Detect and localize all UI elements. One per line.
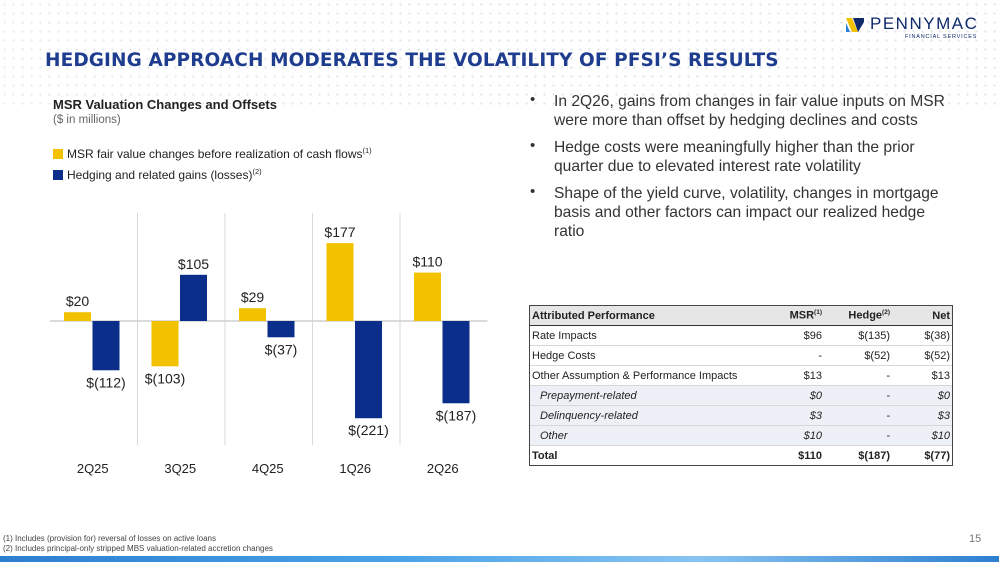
data-label: $29 <box>241 289 265 305</box>
bar-msr-4Q25 <box>239 308 266 321</box>
legend-footnote-ref: (2) <box>252 167 262 176</box>
pennymac-logo: PENNYMAC FINANCIAL SERVICES <box>846 14 986 40</box>
cell-msr: - <box>765 345 825 366</box>
page-number: 15 <box>969 533 982 545</box>
header-hedge: Hedge(2) <box>825 305 893 326</box>
bar-hedging-2Q26 <box>442 321 470 404</box>
legend-swatch-navy <box>53 170 63 180</box>
header-msr: MSR(1) <box>765 305 825 326</box>
legend-footnote-ref: (1) <box>362 146 372 155</box>
legend-label: MSR fair value changes before realizatio… <box>67 147 363 161</box>
legend-swatch-gold <box>53 149 63 159</box>
data-label: $(103) <box>145 370 185 386</box>
table-row: Hedge Costs - $(52) $(52) <box>529 345 953 366</box>
footer-accent-bar <box>0 556 999 562</box>
msr-valuation-bar-chart: $20 $(112) 2Q25 $(103) $105 3Q25 $29 $(37) 4Q25 $… <box>50 213 488 476</box>
data-label: $(37) <box>265 341 298 357</box>
bullet-point: In 2Q26, gains from changes in fair valu… <box>530 91 950 130</box>
attributed-performance-table: Attributed Performance MSR(1) Hedge(2) N… <box>529 305 953 466</box>
table-row-subitem: Other $10 - $10 <box>529 425 953 446</box>
cell-msr: $10 <box>765 425 825 446</box>
cell-msr: $13 <box>765 365 825 386</box>
bar-hedging-1Q26 <box>355 321 382 419</box>
data-label: $(187) <box>436 407 476 423</box>
bar-msr-2Q26 <box>414 272 441 321</box>
bar-msr-1Q26 <box>326 243 354 321</box>
table-header-row: Attributed Performance MSR(1) Hedge(2) N… <box>529 305 953 326</box>
category-label: 4Q25 <box>252 461 284 476</box>
row-label: Other <box>529 425 765 446</box>
footnote: (1) Includes (provision for) reversal of… <box>3 534 216 543</box>
cell-hedge: $(52) <box>825 345 893 366</box>
header-attributed-performance: Attributed Performance <box>529 305 765 326</box>
logo-wordmark: PENNYMAC <box>870 14 979 33</box>
cell-msr: $3 <box>765 405 825 426</box>
bar-hedging-2Q25 <box>92 321 120 371</box>
cell-msr: $96 <box>765 325 825 346</box>
category-label: 3Q25 <box>164 461 196 476</box>
legend-label: Hedging and related gains (losses) <box>67 168 253 182</box>
page-title: HEDGING APPROACH MODERATES THE VOLATILIT… <box>45 50 779 71</box>
category-label: 2Q26 <box>427 461 459 476</box>
cell-net: $0 <box>893 385 953 406</box>
header-net: Net <box>893 305 953 326</box>
table-row: Other Assumption & Performance Impacts $… <box>529 365 953 386</box>
cell-hedge: $(187) <box>825 445 893 466</box>
cell-msr: $110 <box>765 445 825 466</box>
data-label: $(221) <box>348 422 388 438</box>
legend-item-hedging: Hedging and related gains (losses)(2) <box>53 167 262 182</box>
row-label: Rate Impacts <box>529 325 765 346</box>
cell-msr: $0 <box>765 385 825 406</box>
cell-hedge: - <box>825 405 893 426</box>
logo-tagline: FINANCIAL SERVICES <box>905 34 978 40</box>
bullet-point: Shape of the yield curve, volatility, ch… <box>530 183 950 241</box>
row-label: Prepayment-related <box>529 385 765 406</box>
cell-net: $10 <box>893 425 953 446</box>
table-row: Rate Impacts $96 $(135) $(38) <box>529 325 953 346</box>
bar-hedging-3Q25 <box>180 274 207 321</box>
data-label: $105 <box>178 256 209 272</box>
cell-hedge: $(135) <box>825 325 893 346</box>
bullet-point: Hedge costs were meaningfully higher tha… <box>530 137 950 176</box>
data-label: $110 <box>412 254 442 270</box>
legend-item-msr: MSR fair value changes before realizatio… <box>53 146 372 161</box>
cell-net: $(52) <box>893 345 953 366</box>
table-total-row: Total $110 $(187) $(77) <box>529 445 953 466</box>
row-label: Hedge Costs <box>529 345 765 366</box>
cell-net: $(38) <box>893 325 953 346</box>
table-row-subitem: Delinquency-related $3 - $3 <box>529 405 953 426</box>
bar-hedging-4Q25 <box>267 321 295 338</box>
data-label: $(112) <box>86 374 125 390</box>
bar-msr-3Q25 <box>151 321 179 367</box>
row-label: Delinquency-related <box>529 405 765 426</box>
data-label: $20 <box>66 293 90 309</box>
footnote: (2) Includes principal-only stripped MBS… <box>3 543 273 553</box>
cell-hedge: - <box>825 365 893 386</box>
chart-subtitle: ($ in millions) <box>53 114 121 126</box>
cell-hedge: - <box>825 425 893 446</box>
footnotes: (1) Includes (provision for) reversal of… <box>3 534 273 553</box>
pennymac-logo-mark-icon <box>846 18 864 32</box>
bar-msr-2Q25 <box>64 312 91 321</box>
row-label: Other Assumption & Performance Impacts <box>529 365 765 386</box>
row-label: Total <box>529 445 765 466</box>
cell-hedge: - <box>825 385 893 406</box>
background-dot-pattern <box>0 0 999 110</box>
table-row-subitem: Prepayment-related $0 - $0 <box>529 385 953 406</box>
cell-net: $3 <box>893 405 953 426</box>
chart-title: MSR Valuation Changes and Offsets <box>53 97 277 112</box>
cell-net: $13 <box>893 365 953 386</box>
cell-net: $(77) <box>893 445 953 466</box>
category-label: 1Q26 <box>339 461 371 476</box>
key-points-list: In 2Q26, gains from changes in fair valu… <box>530 91 950 250</box>
category-label: 2Q25 <box>77 461 109 476</box>
data-label: $177 <box>324 224 355 240</box>
